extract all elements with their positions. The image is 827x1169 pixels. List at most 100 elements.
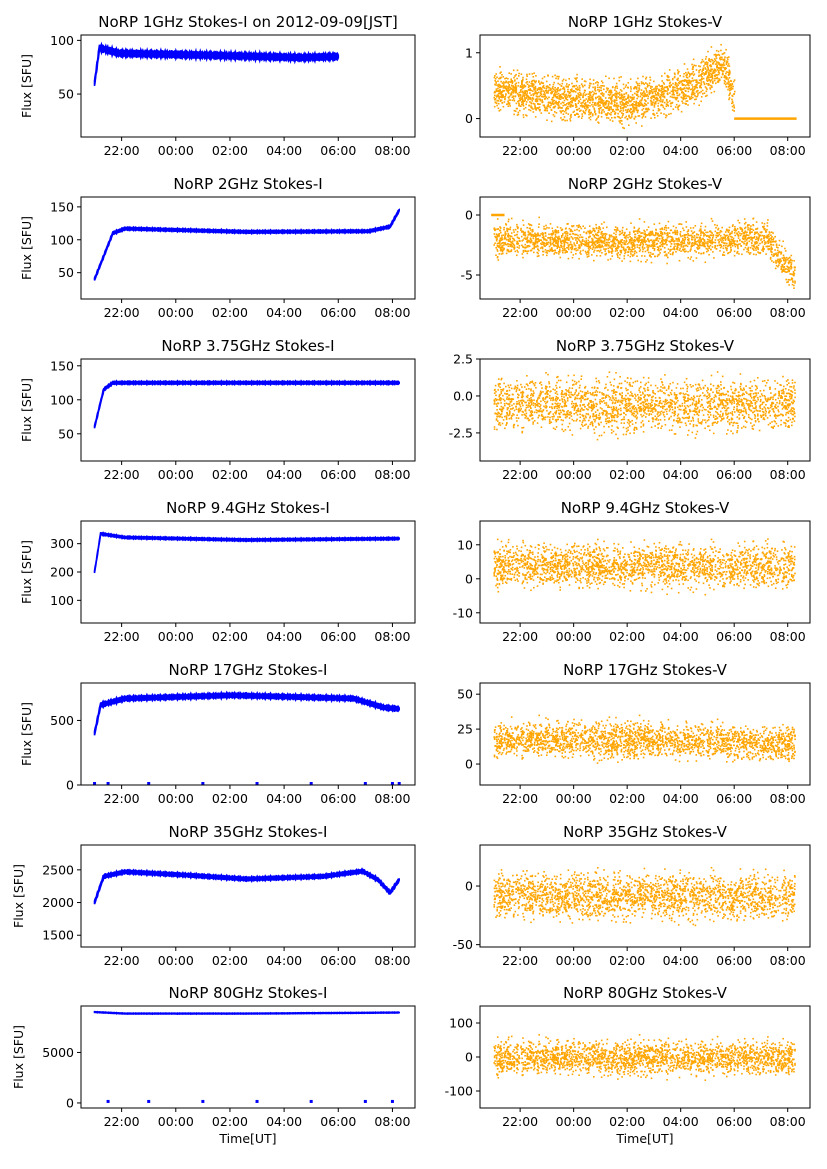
scatter-point: [701, 72, 703, 75]
scatter-point: [704, 58, 707, 60]
scatter-point: [546, 241, 548, 244]
scatter-point: [734, 226, 736, 228]
scatter-point: [761, 394, 764, 397]
scatter-point: [749, 387, 752, 390]
scatter-point: [727, 58, 729, 61]
scatter-point: [667, 252, 670, 254]
scatter-point: [714, 245, 716, 248]
scatter-point: [507, 103, 510, 105]
scatter-point: [660, 243, 663, 246]
scatter-point: [650, 261, 653, 264]
scatter-point: [612, 110, 614, 113]
scatter-point: [658, 237, 661, 240]
scatter-point: [658, 400, 661, 403]
scatter-point: [527, 99, 529, 101]
scatter-point: [577, 249, 579, 251]
scatter-point: [773, 394, 775, 397]
scatter-point: [521, 430, 524, 433]
scatter-point: [630, 86, 632, 88]
scatter-point: [639, 95, 642, 98]
scatter-point: [498, 98, 500, 100]
scatter-point: [601, 236, 604, 238]
scatter-point: [621, 107, 624, 109]
scatter-point: [747, 228, 749, 231]
scatter-point: [624, 116, 626, 119]
scatter-point: [705, 90, 708, 93]
scatter-point: [757, 238, 760, 240]
scatter-point: [644, 230, 646, 233]
scatter-point: [672, 77, 674, 80]
scatter-point: [589, 113, 592, 115]
scatter-point: [594, 86, 596, 88]
scatter-point: [639, 234, 641, 237]
scatter-point: [637, 109, 639, 112]
scatter-point: [513, 238, 515, 241]
scatter-point: [577, 96, 580, 98]
scatter-point: [619, 117, 622, 120]
scatter-point: [657, 107, 660, 110]
scatter-point: [640, 81, 643, 83]
scatter-point: [664, 242, 667, 244]
scatter-point: [520, 98, 523, 101]
scatter-point: [730, 240, 732, 243]
scatter-point: [581, 106, 584, 108]
scatter-point: [682, 102, 684, 104]
scatter-point: [535, 235, 537, 238]
scatter-point: [634, 244, 636, 246]
scatter-point: [574, 100, 576, 102]
scatter-point: [774, 267, 777, 270]
scatter-point: [655, 239, 658, 241]
scatter-point: [500, 239, 503, 241]
scatter-point: [752, 229, 755, 231]
scatter-point: [612, 245, 614, 247]
scatter-point: [692, 260, 695, 262]
scatter-point: [600, 241, 603, 244]
scatter-point: [534, 90, 537, 93]
scatter-point: [633, 98, 635, 100]
scatter-point: [684, 251, 686, 253]
scatter-point: [618, 257, 621, 260]
scatter-point: [672, 93, 675, 95]
scatter-point: [672, 240, 674, 242]
scatter-point: [527, 96, 530, 98]
scatter-point: [734, 398, 736, 400]
scatter-point: [509, 99, 512, 101]
scatter-point: [790, 254, 793, 257]
scatter-point: [645, 243, 647, 246]
scatter-point: [542, 397, 545, 399]
scatter-point: [685, 103, 687, 105]
scatter-point: [579, 110, 581, 112]
scatter-point: [497, 80, 499, 82]
scatter-point: [722, 73, 724, 75]
scatter-point: [543, 104, 545, 107]
scatter-point: [562, 109, 564, 112]
scatter-point: [689, 82, 692, 85]
scatter-point: [680, 235, 682, 238]
scatter-point: [733, 229, 736, 231]
scatter-point: [656, 242, 659, 245]
scatter-point: [535, 109, 537, 111]
scatter-point: [629, 235, 631, 238]
scatter-point: [615, 93, 618, 95]
scatter-point: [605, 100, 608, 102]
scatter-point: [529, 223, 532, 226]
scatter-point: [615, 90, 618, 93]
scatter-point: [702, 77, 705, 80]
scatter-point: [510, 243, 513, 246]
scatter-point: [629, 238, 632, 240]
scatter-point: [756, 387, 758, 390]
scatter-point: [558, 237, 560, 239]
scatter-point: [575, 84, 578, 87]
scatter-point: [584, 102, 587, 104]
plot-area: [93, 208, 400, 281]
scatter-point: [572, 90, 575, 93]
scatter-point: [571, 82, 573, 85]
scatter-point: [763, 239, 765, 242]
scatter-point: [661, 239, 664, 241]
scatter-point: [631, 111, 633, 113]
scatter-point: [627, 389, 629, 391]
scatter-point: [650, 90, 653, 93]
scatter-point: [666, 234, 668, 237]
scatter-point: [507, 235, 509, 237]
scatter-point: [661, 232, 663, 234]
